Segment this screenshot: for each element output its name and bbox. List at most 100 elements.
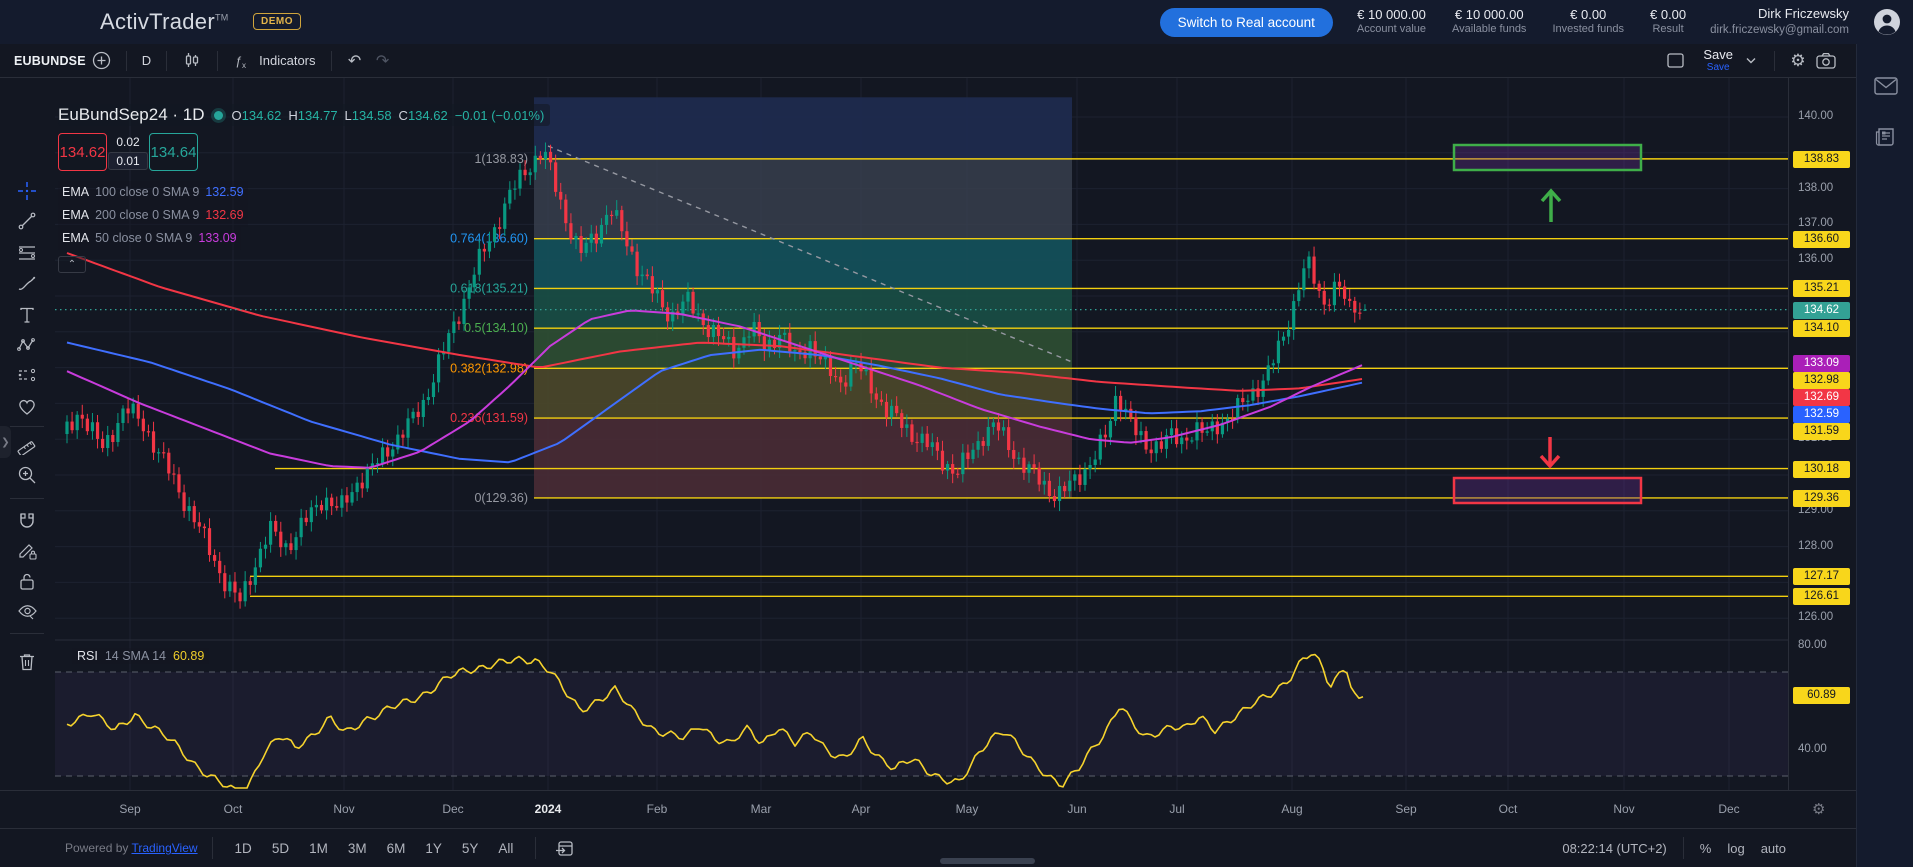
axis-label: 126.00	[1798, 611, 1834, 624]
chart-plot[interactable]: 1(138.83)0.764(136.60)0.618(135.21)0.5(1…	[55, 78, 1788, 790]
text-tool[interactable]	[14, 302, 40, 328]
go-to-date-button[interactable]	[550, 835, 578, 861]
month-label: Apr	[851, 802, 871, 816]
logo-text: ActivTrader	[100, 9, 215, 34]
range-1m[interactable]: 1M	[309, 840, 328, 856]
month-label: Sep	[1395, 802, 1417, 816]
range-6m[interactable]: 6M	[386, 840, 406, 856]
ema-line[interactable]	[66, 309, 1363, 469]
price-axis[interactable]: 140.00138.00137.00136.00131.00129.00128.…	[1788, 78, 1856, 790]
range-5y[interactable]: 5Y	[461, 840, 479, 856]
spread-bottom: 0.01	[108, 152, 148, 170]
log-scale-button[interactable]: log	[1727, 840, 1745, 856]
axis-settings-icon[interactable]: ⚙	[1812, 801, 1826, 818]
stay-in-drawing-mode[interactable]	[14, 538, 40, 564]
horizontal-scrollbar[interactable]	[940, 858, 1035, 864]
news-icon	[1875, 128, 1894, 146]
messages-button[interactable]	[1872, 72, 1900, 100]
snapshot-button[interactable]	[1812, 48, 1840, 74]
axis-price-badge: 132.59	[1793, 405, 1850, 423]
chart-settings-button[interactable]: ⚙	[1790, 50, 1806, 70]
save-button[interactable]: Save Save	[1703, 48, 1733, 73]
brush-icon	[18, 276, 36, 290]
lock-all-drawings[interactable]	[14, 568, 40, 594]
hide-all-drawings[interactable]	[14, 598, 40, 624]
redo-button[interactable]: ↷	[375, 52, 390, 70]
sell-button[interactable]: 134.62	[58, 133, 107, 171]
avatar-icon[interactable]	[1873, 8, 1901, 36]
axis-price-badge: 130.18	[1793, 460, 1850, 478]
stat-value: € 0.00	[1650, 7, 1687, 22]
magnet-mode[interactable]	[14, 508, 40, 534]
account-stats: € 10 000.00 Account value € 10 000.00 Ava…	[1357, 7, 1686, 37]
annotation-arrow[interactable]	[1540, 188, 1562, 222]
trend-dashed-line[interactable]	[547, 145, 1073, 363]
measure-tool[interactable]	[14, 432, 40, 458]
month-label: Oct	[1498, 802, 1518, 816]
range-1y[interactable]: 1Y	[425, 840, 442, 856]
mail-icon	[1874, 77, 1898, 95]
percent-scale-button[interactable]: %	[1699, 840, 1712, 856]
compare-add-button[interactable]	[86, 51, 117, 70]
change-value: −0.01 (−0.01%)	[454, 107, 545, 123]
right-sidebar	[1856, 44, 1913, 867]
buy-button[interactable]: 134.64	[149, 133, 198, 171]
indicator-legend-row[interactable]: EMA 200 close 0 SMA 9 132.69	[58, 204, 248, 227]
range-5d[interactable]: 5D	[271, 840, 290, 856]
rsi-line	[66, 653, 1364, 789]
indicator-legend-row[interactable]: EMA 100 close 0 SMA 9 132.59	[58, 181, 248, 204]
legend-title-row: EuBundSep24 · 1D O134.62 H134.77 L134.58…	[58, 104, 551, 126]
chart-style-button[interactable]	[176, 51, 208, 71]
powered-by: Powered by TradingView	[65, 841, 198, 855]
annotation-box[interactable]	[1452, 143, 1643, 172]
remove-drawings[interactable]	[14, 648, 40, 674]
user-block[interactable]: Dirk Friczewsky dirk.friczewsky@gmail.co…	[1710, 6, 1849, 38]
chart-toolbar: EUBUNDSE D ƒ x Indicators	[0, 44, 1856, 78]
auto-scale-button[interactable]: auto	[1760, 840, 1786, 856]
month-label: Aug	[1281, 802, 1303, 816]
user-email: dirk.friczewsky@gmail.com	[1710, 23, 1849, 36]
brush-tool[interactable]	[14, 272, 40, 298]
indicator-legend-row[interactable]: EMA 50 close 0 SMA 9 133.09	[58, 227, 241, 250]
ema-line[interactable]	[66, 341, 1363, 464]
news-button[interactable]	[1872, 122, 1900, 150]
trend-line-tool[interactable]	[14, 208, 40, 234]
account-stat: € 0.00 Result	[1650, 7, 1686, 37]
axis-label: 40.00	[1798, 743, 1827, 755]
clock[interactable]: 08:22:14 (UTC+2)	[1562, 840, 1667, 856]
range-buttons: 1D 5D 1M 3M 6M 1Y 5Y All	[227, 838, 522, 859]
indicators-button[interactable]: ƒ x Indicators	[227, 52, 321, 70]
annotation-box[interactable]	[1452, 476, 1643, 505]
switch-to-real-account-button[interactable]: Switch to Real account	[1159, 7, 1333, 37]
pencil-lock-icon	[19, 544, 37, 560]
month-label: Oct	[223, 802, 243, 816]
rsi-pane	[55, 653, 1788, 789]
zoom-in-tool[interactable]	[14, 462, 40, 488]
undo-button[interactable]: ↶	[347, 52, 362, 70]
interval-button[interactable]: D	[141, 53, 152, 68]
fib-retracement-tool[interactable]	[14, 240, 40, 266]
save-menu-chevron[interactable]	[1737, 48, 1765, 74]
ema-line[interactable]	[66, 252, 1363, 392]
forecast-tool[interactable]	[14, 362, 40, 388]
month-label: May	[955, 802, 979, 816]
symbol-button[interactable]: EUBUNDSE	[14, 53, 86, 68]
tradingview-link[interactable]: TradingView	[131, 841, 198, 855]
bottom-toolbar: Powered by TradingView 1D 5D 1M 3M 6M 1Y 5Y All…	[0, 828, 1856, 867]
pattern-tool[interactable]	[14, 332, 40, 358]
heart-icon	[19, 399, 35, 415]
range-3m[interactable]: 3M	[347, 840, 367, 856]
svg-text:1(138.83): 1(138.83)	[474, 152, 528, 166]
range-all[interactable]: All	[498, 840, 514, 856]
ohlc-values: O134.62 H134.77 L134.58 C134.62 −0.01 (−…	[231, 107, 545, 123]
toolbar-collapse-handle[interactable]: ❯	[0, 426, 11, 458]
time-axis[interactable]: ⚙ Sep Oct Nov Dec 2024 Feb Mar Apr May Jun Jul Aug S…	[0, 790, 1856, 828]
axis-label: 137.00	[1798, 217, 1834, 230]
range-1d[interactable]: 1D	[234, 840, 252, 856]
legend-collapse-button[interactable]: ⌃	[58, 256, 86, 273]
emoji-tool[interactable]	[14, 393, 40, 419]
crosshair-tool[interactable]	[14, 178, 40, 204]
month-label: Sep	[119, 802, 141, 816]
annotation-arrow[interactable]	[1539, 437, 1561, 469]
layout-select-button[interactable]	[1661, 48, 1689, 74]
